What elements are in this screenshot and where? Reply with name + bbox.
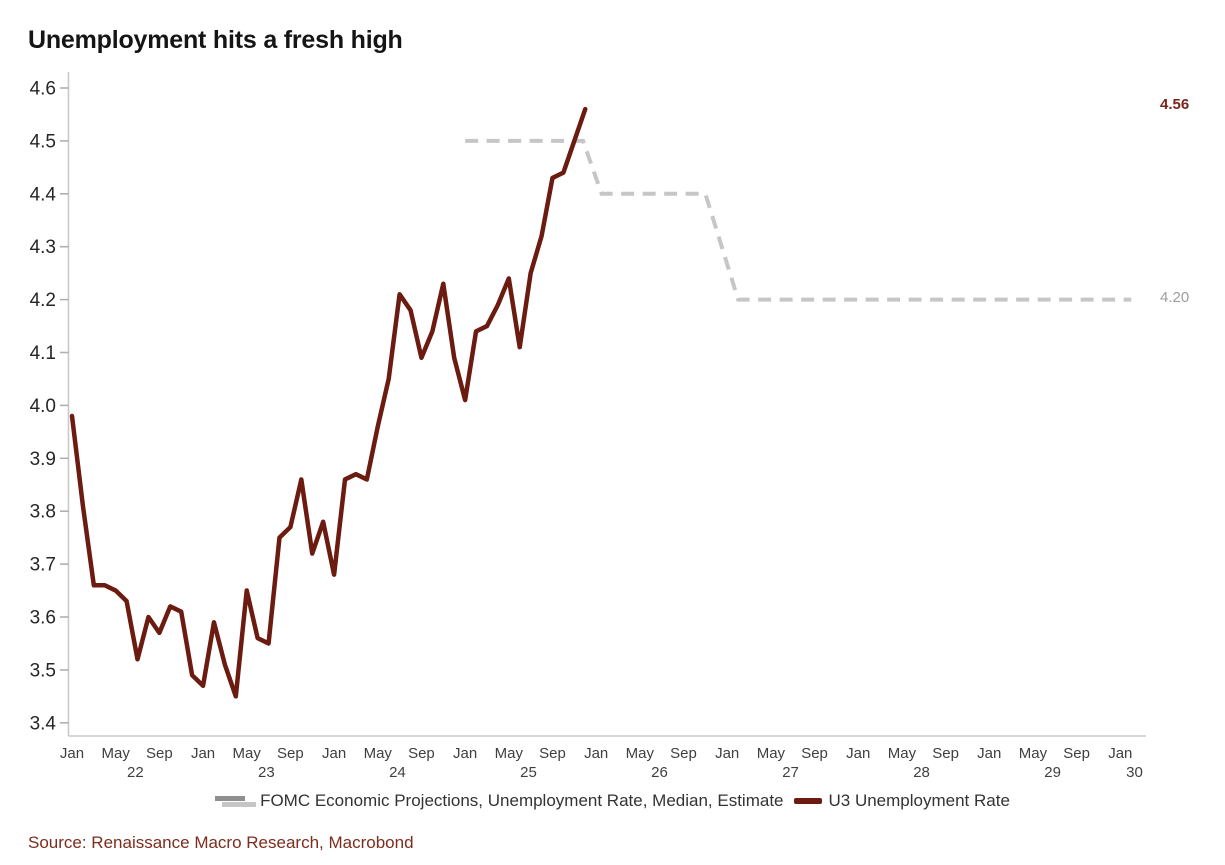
x-month-label: May: [495, 745, 524, 762]
source-attribution: Source: Renaissance Macro Research, Macr…: [28, 833, 414, 852]
y-tick-label: 3.9: [30, 449, 56, 470]
u3-unemployment-line: [69, 106, 588, 699]
y-tick-label: 4.2: [30, 290, 56, 311]
x-month-label: Jan: [977, 745, 1001, 762]
y-tick-label: 4.1: [30, 343, 56, 364]
x-month-label: Jan: [322, 745, 346, 762]
fomc-swatch-dash-dark: [215, 795, 246, 801]
x-year-label: 22: [127, 764, 144, 781]
x-month-label: May: [102, 745, 131, 762]
fomc-legend-label: FOMC Economic Projections, Unemployment …: [260, 791, 784, 810]
x-year-label: 24: [389, 764, 406, 781]
y-tick-label: 4.4: [30, 184, 57, 205]
x-month-label: Jan: [60, 745, 84, 762]
x-month-label: Sep: [670, 745, 697, 762]
u3-end-value-label: 4.56: [1160, 96, 1190, 113]
fomc-swatch-dash-light: [222, 801, 257, 807]
x-month-label: Sep: [146, 745, 173, 762]
x-month-label: Sep: [801, 745, 828, 762]
x-year-label: 28: [913, 764, 930, 781]
fomc-end-value-label: 4.20: [1160, 289, 1190, 306]
fomc-projection-line: [465, 138, 1132, 302]
x-month-label: Sep: [1063, 745, 1090, 762]
x-month-label: May: [757, 745, 786, 762]
y-tick-label: 4.0: [30, 396, 56, 417]
x-month-label: Sep: [408, 745, 435, 762]
y-tick-label: 3.4: [30, 713, 57, 734]
x-month-label: Jan: [1108, 745, 1132, 762]
x-year-label: 29: [1044, 764, 1061, 781]
x-year-label: 25: [520, 764, 537, 781]
u3-legend-label: U3 Unemployment Rate: [828, 791, 1010, 810]
x-month-label: Jan: [584, 745, 608, 762]
x-month-label: Sep: [932, 745, 959, 762]
x-month-label: Jan: [715, 745, 739, 762]
x-month-label: May: [1019, 745, 1048, 762]
x-month-label: May: [233, 745, 262, 762]
y-tick-label: 4.5: [30, 131, 56, 152]
u3-solid-line-swatch-icon: [793, 798, 822, 804]
x-month-label: Jan: [846, 745, 870, 762]
x-month-label: Sep: [277, 745, 304, 762]
chart-legend: FOMC Economic Projections, Unemployment …: [0, 791, 1225, 811]
x-month-label: Jan: [191, 745, 215, 762]
y-tick-label: 4.6: [30, 79, 56, 100]
y-tick-label: 3.8: [30, 502, 56, 523]
chart-title: Unemployment hits a fresh high: [28, 26, 403, 54]
y-tick-label: 3.5: [30, 660, 56, 681]
y-tick-label: 3.7: [30, 555, 56, 576]
x-month-label: May: [626, 745, 655, 762]
x-month-label: Sep: [539, 745, 566, 762]
x-year-label: 30: [1126, 764, 1143, 781]
y-tick-label: 3.6: [30, 608, 56, 629]
x-year-label: 27: [782, 764, 799, 781]
x-month-label: May: [888, 745, 917, 762]
x-month-label: Jan: [453, 745, 477, 762]
x-month-label: May: [364, 745, 393, 762]
x-year-label: 23: [258, 764, 275, 781]
x-year-label: 26: [651, 764, 668, 781]
fomc-dashed-line-swatch-icon: [215, 795, 257, 808]
y-tick-label: 4.3: [30, 237, 56, 258]
